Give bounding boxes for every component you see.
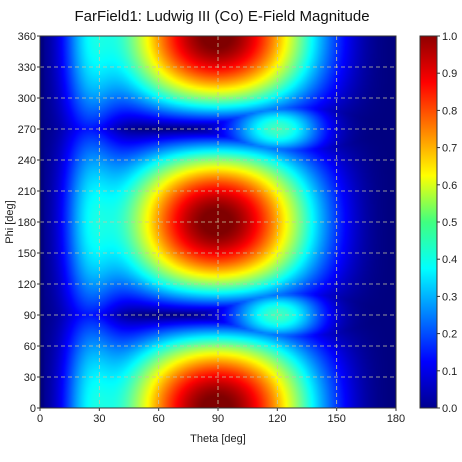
colorbar-tick-label: 0.2: [442, 329, 457, 341]
y-tick-label: 330: [18, 62, 36, 74]
x-axis-label: Theta [deg]: [190, 433, 246, 445]
x-tick-label: 60: [153, 413, 165, 425]
colorbar-tick-label: 0.0: [442, 403, 457, 415]
y-tick-label: 120: [18, 279, 36, 291]
y-tick-label: 210: [18, 186, 36, 198]
colorbar-tick-label: 0.3: [442, 291, 457, 303]
y-axis-ticks: 0 30 60 90 120 150 180 210 240 270 300 330 360: [18, 31, 40, 415]
y-tick-label: 360: [18, 31, 36, 43]
x-tick-label: 120: [268, 413, 286, 425]
colorbar-tick-label: 0.7: [442, 143, 457, 155]
colorbar-tick-label: 0.5: [442, 217, 457, 229]
colorbar-gradient: [419, 35, 438, 409]
x-tick-label: 90: [212, 413, 224, 425]
y-tick-label: 270: [18, 124, 36, 136]
x-axis-ticks: 0 30 60 90 120 150 180: [37, 408, 405, 425]
x-tick-label: 180: [387, 413, 405, 425]
colorbar: 0.0 0.1 0.2 0.3 0.4 0.5 0.6 0.7 0.8 0.9 1.0: [419, 31, 457, 415]
y-tick-label: 240: [18, 155, 36, 167]
colorbar-tick-label: 0.8: [442, 105, 457, 117]
grid-lines: [40, 36, 396, 408]
x-tick-label: 150: [327, 413, 345, 425]
y-axis-label: Phi [deg]: [4, 200, 16, 243]
plot-area: [39, 35, 397, 409]
colorbar-tick-label: 0.6: [442, 180, 457, 192]
colorbar-ticks: 0.0 0.1 0.2 0.3 0.4 0.5 0.6 0.7 0.8 0.9 1.0: [437, 31, 457, 415]
y-tick-label: 180: [18, 217, 36, 229]
colorbar-tick-label: 0.9: [442, 68, 457, 80]
y-tick-label: 60: [24, 341, 36, 353]
y-tick-label: 0: [30, 403, 36, 415]
colorbar-tick-label: 0.4: [442, 254, 457, 266]
y-tick-label: 30: [24, 372, 36, 384]
x-tick-label: 30: [93, 413, 105, 425]
colorbar-tick-label: 1.0: [442, 31, 457, 43]
y-tick-label: 90: [24, 310, 36, 322]
x-tick-label: 0: [37, 413, 43, 425]
chart-title: FarField1: Ludwig III (Co) E-Field Magni…: [74, 8, 369, 25]
y-tick-label: 300: [18, 93, 36, 105]
y-tick-label: 150: [18, 248, 36, 260]
colorbar-tick-label: 0.1: [442, 366, 457, 378]
